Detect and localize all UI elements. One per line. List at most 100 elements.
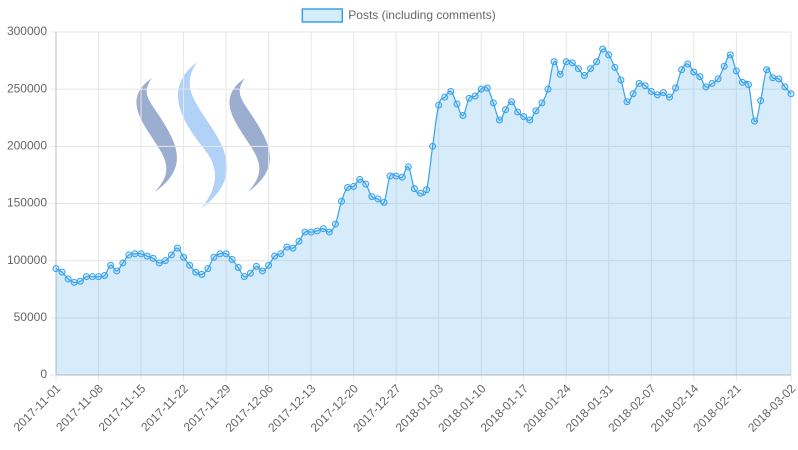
point (526, 116, 534, 124)
point (550, 58, 558, 66)
y-tick-label: 150000 (7, 196, 47, 210)
y-tick-label: 50000 (14, 310, 48, 324)
point (514, 108, 522, 116)
point (331, 220, 339, 228)
y-tick-label: 0 (40, 367, 47, 381)
point (404, 163, 412, 171)
legend-label: Posts (including comments) (348, 8, 495, 22)
point (222, 250, 230, 258)
point (277, 250, 285, 258)
point (599, 45, 607, 53)
point (605, 51, 613, 59)
point (119, 259, 127, 267)
point (489, 99, 497, 107)
point (161, 257, 169, 265)
point (289, 244, 297, 252)
point (180, 253, 188, 261)
point (672, 84, 680, 92)
point (259, 267, 267, 275)
point (356, 175, 364, 183)
point (629, 90, 637, 98)
y-tick-label: 250000 (7, 81, 47, 95)
point (137, 250, 145, 258)
point (532, 107, 540, 115)
point (82, 273, 90, 281)
point (702, 83, 710, 91)
point (173, 244, 181, 252)
point (149, 254, 157, 262)
point (708, 79, 716, 87)
point (580, 71, 588, 79)
point (392, 172, 400, 180)
point (416, 189, 424, 197)
point (520, 113, 528, 121)
point (465, 94, 473, 102)
legend-swatch (301, 8, 344, 23)
point (374, 195, 382, 203)
point (538, 99, 546, 107)
point (143, 252, 151, 260)
point (344, 183, 352, 191)
logo (136, 62, 270, 208)
point (690, 68, 698, 76)
point (744, 81, 752, 89)
point (544, 85, 552, 93)
x-tick-label: 2018-03-02 (745, 381, 798, 435)
y-tick-label: 100000 (7, 253, 47, 267)
point (556, 70, 564, 78)
point (295, 237, 303, 245)
point (781, 83, 789, 91)
point (641, 82, 649, 90)
point (593, 58, 601, 66)
point (757, 97, 765, 105)
point (647, 87, 655, 95)
point (252, 262, 260, 270)
point (623, 98, 631, 106)
point (186, 261, 194, 269)
point (775, 75, 783, 83)
line (55, 48, 792, 284)
point (666, 93, 674, 101)
point (131, 250, 139, 258)
point (423, 186, 431, 194)
point (88, 273, 96, 281)
point (52, 265, 60, 273)
y-tick-label: 300000 (7, 24, 47, 38)
point (192, 268, 200, 276)
point (459, 111, 467, 119)
point (495, 116, 503, 124)
point (265, 261, 273, 269)
point (508, 98, 516, 106)
point (441, 93, 449, 101)
point (246, 269, 254, 277)
point (720, 62, 728, 70)
point (240, 273, 248, 281)
point (58, 268, 66, 276)
point (325, 228, 333, 236)
point (216, 250, 224, 258)
point (319, 225, 327, 233)
point (732, 67, 740, 75)
point (155, 259, 163, 267)
point (101, 272, 109, 280)
point (113, 267, 121, 275)
point (386, 172, 394, 180)
point (471, 92, 479, 100)
point (726, 51, 734, 59)
point (653, 91, 661, 99)
point (337, 197, 345, 205)
point (714, 75, 722, 83)
point (562, 58, 570, 66)
point (210, 253, 218, 261)
point (751, 117, 759, 125)
point (228, 256, 236, 264)
point (684, 60, 692, 68)
point (283, 243, 291, 251)
point (398, 173, 406, 181)
point (435, 101, 443, 109)
point (368, 193, 376, 201)
point (587, 65, 595, 73)
point (70, 278, 78, 286)
point (635, 79, 643, 87)
